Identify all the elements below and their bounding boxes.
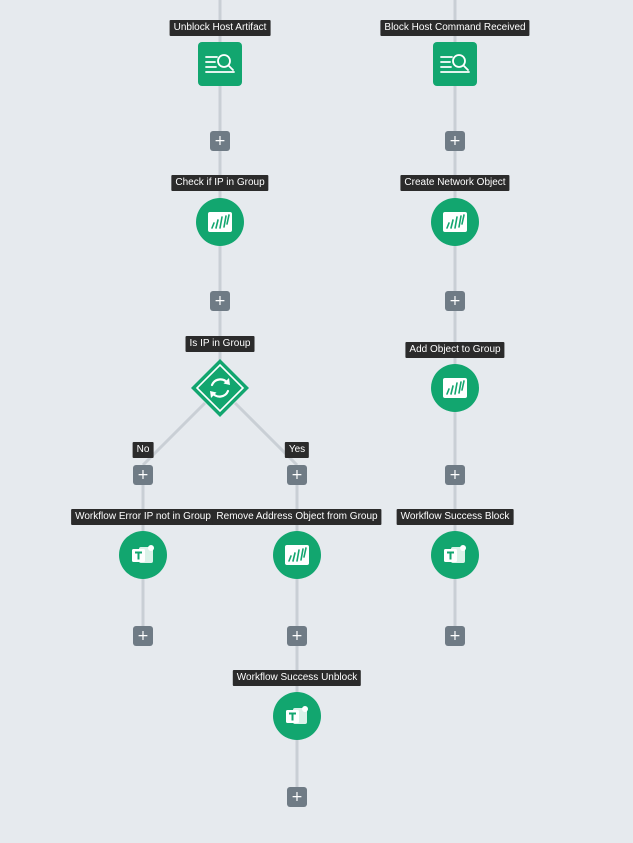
add-step-button[interactable]: + [210,131,230,151]
palo-alto-icon [285,545,309,565]
node-workflow-success-block[interactable] [431,531,479,579]
node-create-network-object[interactable] [431,198,479,246]
branch-label-no: No [132,442,154,458]
branch-label-yes: Yes [284,442,310,458]
node-label-create-network-object: Create Network Object [400,175,510,191]
add-step-button[interactable]: + [133,626,153,646]
node-label-workflow-success-block: Workflow Success Block [396,509,514,525]
palo-alto-icon [208,212,232,232]
node-add-object-to-group[interactable] [431,364,479,412]
node-label-is-ip-in-group: Is IP in Group [185,336,255,352]
search-doc-icon [205,54,235,73]
add-step-button[interactable]: + [445,465,465,485]
refresh-icon [191,359,249,417]
add-step-button[interactable]: + [445,626,465,646]
node-workflow-error-ip[interactable] [119,531,167,579]
search-doc-icon [440,54,470,73]
teams-icon [444,545,466,563]
teams-icon [286,706,308,724]
add-step-button[interactable]: + [287,465,307,485]
teams-icon [132,545,154,563]
node-check-ip-in-group[interactable] [196,198,244,246]
node-label-block-host-command: Block Host Command Received [380,20,530,36]
palo-alto-icon [443,378,467,398]
node-label-check-ip-in-group: Check if IP in Group [171,175,269,191]
palo-alto-icon [443,212,467,232]
node-workflow-success-unblock[interactable] [273,692,321,740]
node-unblock-host-artifact[interactable] [198,42,242,86]
add-step-button[interactable]: + [445,131,465,151]
node-label-remove-address-object: Remove Address Object from Group [212,509,382,525]
add-step-button[interactable]: + [133,465,153,485]
node-block-host-command[interactable] [433,42,477,86]
add-step-button[interactable]: + [445,291,465,311]
node-label-workflow-success-unblock: Workflow Success Unblock [232,670,362,686]
add-step-button[interactable]: + [287,626,307,646]
node-label-add-object-to-group: Add Object to Group [405,342,505,358]
node-label-workflow-error-ip: Workflow Error IP not in Group [71,509,215,525]
add-step-button[interactable]: + [287,787,307,807]
add-step-button[interactable]: + [210,291,230,311]
node-label-unblock-host-artifact: Unblock Host Artifact [169,20,271,36]
node-remove-address-object[interactable] [273,531,321,579]
decision-is-ip-in-group[interactable] [190,358,250,418]
